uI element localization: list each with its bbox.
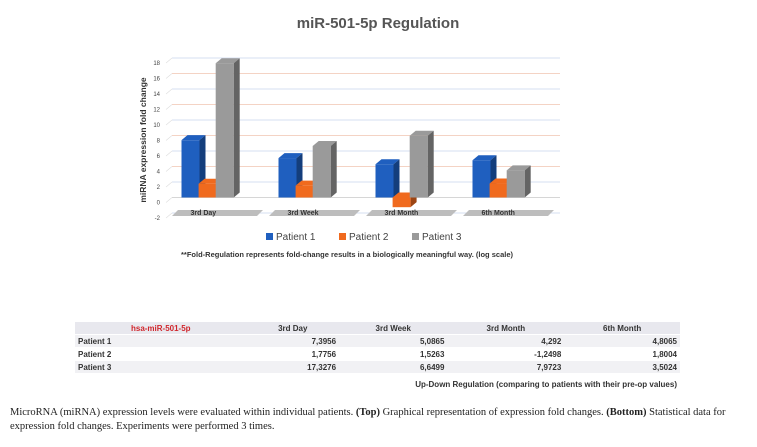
legend-swatch [266,233,273,240]
caption-bold: (Top) [355,407,380,418]
gridline-depth [165,119,173,126]
caption-bold: (Bottom) [606,407,647,418]
y-tick-label: 4 [157,170,161,176]
bar-side [427,130,434,198]
x-tick-label: 3rd Week [288,210,319,217]
table-header: 6th Month [564,322,680,335]
bar-side [524,165,531,198]
table-header: 3rd Day [246,322,340,335]
legend-swatch [412,233,419,240]
bar [472,160,491,198]
bar-top [375,159,400,165]
cell: 3,5024 [564,360,680,374]
bar [181,140,200,198]
gridline-depth [165,104,173,110]
x-tick-label: 3rd Month [385,210,419,217]
bar-top [472,155,497,161]
gridline-depth [165,88,173,95]
cell: 4,292 [447,334,565,348]
bar [392,197,411,208]
cell: 17,3276 [246,360,340,374]
data-table: hsa-miR-501-5p 3rd Day 3rd Week 3rd Mont… [75,322,680,374]
y-axis-label: miRNA expression fold change [138,77,148,203]
category-plate [269,210,360,216]
y-tick-label: 18 [153,61,160,67]
legend-label: Patient 3 [422,232,462,243]
bar [278,158,297,198]
x-tick-label: 3rd Day [191,210,217,217]
bar [312,145,331,198]
row-label: Patient 3 [75,360,247,374]
bar [295,185,314,198]
cell: 4,8065 [564,334,680,348]
cell: 7,3956 [246,334,340,348]
bar [506,170,525,198]
bar-top [409,130,434,136]
gridline-depth [165,197,173,203]
y-tick-label: 12 [153,108,160,114]
bar [215,63,234,198]
gridline-depth [165,212,173,219]
y-tick-label: -2 [155,216,161,222]
bar-top [181,135,206,141]
bar-top [215,58,240,64]
x-tick-label: 6th Month [482,210,515,217]
gridline-depth [165,57,173,64]
y-tick-label: 0 [157,201,161,207]
legend-swatch [339,233,346,240]
chart-note: **Fold-Regulation represents fold-change… [181,250,514,259]
bar-side [330,140,337,198]
bar-side [393,159,400,198]
gridline-depth [165,135,173,141]
y-tick-label: 6 [157,154,161,160]
table-key-header: hsa-miR-501-5p [75,322,247,335]
category-plate [463,210,554,216]
bar-top [278,153,303,159]
gridline-depth [165,181,173,188]
caption-text: MicroRNA (miRNA) expression levels were … [10,407,356,418]
table-row: Patient 1 7,3956 5,0865 4,292 4,8065 [75,334,680,348]
cell: 1,8004 [564,347,680,361]
legend-label: Patient 2 [349,232,389,243]
category-plate [172,210,263,216]
bar [489,183,508,198]
bar-top [506,165,531,171]
caption-text: Graphical representation of expression f… [379,407,607,418]
gridline-depth [165,150,173,157]
table-header: 3rd Week [339,322,448,335]
y-tick-label: 10 [153,123,160,129]
bar-chart: miR-501-5p Regulation miRNA expression f… [138,15,560,259]
cell: 1,7756 [246,347,340,361]
cell: 7,9723 [447,360,565,374]
bar [375,164,394,198]
row-label: Patient 1 [75,334,247,348]
cell: 6,6499 [339,360,448,374]
chart-title: miR-501-5p Regulation [297,15,460,32]
cell: 1,5263 [339,347,448,361]
y-tick-label: 16 [153,77,160,83]
category-plate [366,210,457,216]
legend-label: Patient 1 [276,232,316,243]
bar [198,183,217,198]
gridline-depth [165,73,173,79]
bar-side [233,58,240,198]
y-tick-label: 8 [157,139,161,145]
table-header: 3rd Month [447,322,565,335]
y-tick-label: 2 [157,185,161,191]
bar [409,135,428,198]
bar-top [312,140,337,146]
table-row: Patient 2 1,7756 1,5263 -1,2498 1,8004 [75,347,680,361]
caption-text: Statistical data for expression fold cha… [10,407,726,432]
gridline-depth [165,166,173,172]
row-label: Patient 2 [75,347,247,361]
table-note: Up-Down Regulation (comparing to patient… [415,380,677,389]
cell: -1,2498 [447,347,565,361]
figure-caption: MicroRNA (miRNA) expression levels were … [10,406,750,434]
cell: 5,0865 [339,334,448,348]
table-row: Patient 3 17,3276 6,6499 7,9723 3,5024 [75,360,680,374]
y-tick-label: 14 [153,92,160,98]
